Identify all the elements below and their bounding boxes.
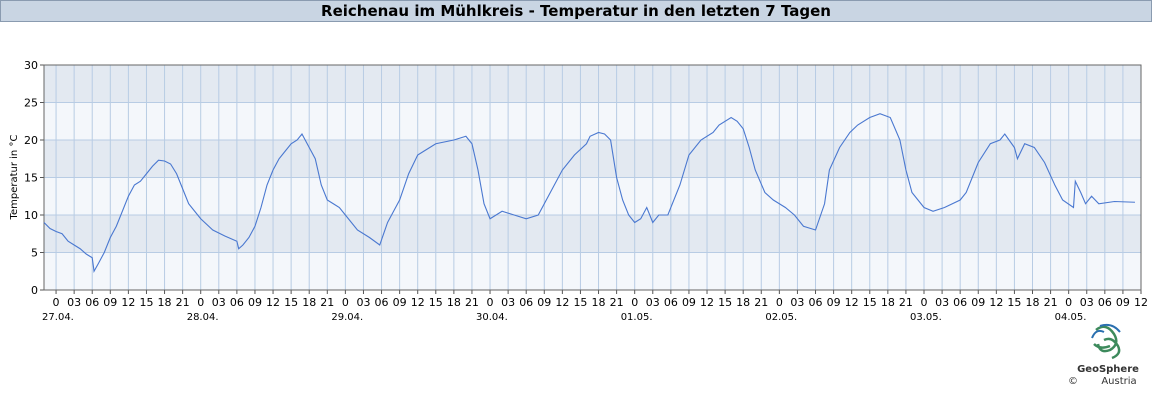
band xyxy=(44,65,1141,103)
x-tick-label: 18 xyxy=(736,296,750,309)
date-label: 04.05. xyxy=(1055,312,1087,323)
y-tick-label: 30 xyxy=(24,59,38,72)
x-tick-label: 06 xyxy=(230,296,244,309)
x-tick-label: 15 xyxy=(573,296,587,309)
x-tick-label: 12 xyxy=(700,296,714,309)
band xyxy=(44,215,1141,253)
x-tick-label: 03 xyxy=(790,296,804,309)
x-tick-label: 15 xyxy=(284,296,298,309)
x-tick-label: 21 xyxy=(899,296,913,309)
x-tick-label: 0 xyxy=(342,296,349,309)
x-tick-label: 0 xyxy=(776,296,783,309)
date-label: 27.04. xyxy=(42,312,74,323)
x-tick-label: 03 xyxy=(356,296,370,309)
x-tick-label: 12 xyxy=(411,296,425,309)
x-tick-label: 21 xyxy=(610,296,624,309)
x-tick-label: 15 xyxy=(429,296,443,309)
y-tick-label: 5 xyxy=(31,247,38,260)
x-tick-label: 18 xyxy=(447,296,461,309)
copyright: © xyxy=(1068,376,1078,387)
logo-icon xyxy=(1093,325,1121,360)
x-tick-label: 09 xyxy=(393,296,407,309)
x-tick-label: 09 xyxy=(682,296,696,309)
x-tick-label: 0 xyxy=(1065,296,1072,309)
x-tick-label: 18 xyxy=(158,296,172,309)
logo-icon xyxy=(1091,323,1121,339)
x-tick-label: 21 xyxy=(754,296,768,309)
y-tick-label: 0 xyxy=(31,284,38,297)
logo-name: GeoSphere xyxy=(1077,364,1139,375)
x-tick-label: 15 xyxy=(718,296,732,309)
x-tick-label: 06 xyxy=(664,296,678,309)
x-tick-label: 06 xyxy=(1098,296,1112,309)
plot-area: 0 03 06 09 12 15 18 21 0 03 06 09 12 15 18 21 0 03 06 09 12 1… xyxy=(24,59,1148,323)
x-tick-label: 03 xyxy=(935,296,949,309)
x-tick-label: 21 xyxy=(320,296,334,309)
date-label: 01.05. xyxy=(621,312,653,323)
y-tick-label: 25 xyxy=(24,97,38,110)
x-tick-label: 0 xyxy=(197,296,204,309)
x-tick-label: 09 xyxy=(827,296,841,309)
x-tick-label: 06 xyxy=(519,296,533,309)
y-tick-label: 10 xyxy=(24,209,38,222)
x-tick-label: 12 xyxy=(989,296,1003,309)
x-tick-label: 12 xyxy=(121,296,135,309)
x-tick-label: 0 xyxy=(921,296,928,309)
date-label: 03.05. xyxy=(910,312,942,323)
x-tick-label: 03 xyxy=(501,296,515,309)
date-label: 02.05. xyxy=(765,312,797,323)
x-tick-label: 06 xyxy=(953,296,967,309)
date-label: 30.04. xyxy=(476,312,508,323)
x-tick-label: 12 xyxy=(1134,296,1148,309)
x-tick-label: 18 xyxy=(592,296,606,309)
x-tick-label: 06 xyxy=(375,296,389,309)
x-tick-label: 15 xyxy=(1007,296,1021,309)
x-tick-label: 0 xyxy=(53,296,60,309)
x-tick-label: 09 xyxy=(248,296,262,309)
x-tick-label: 0 xyxy=(487,296,494,309)
y-tick-label: 15 xyxy=(24,172,38,185)
x-tick-label: 12 xyxy=(555,296,569,309)
logo: GeoSphere Austria © xyxy=(1068,323,1139,387)
x-tick-label: 09 xyxy=(103,296,117,309)
x-tick-label: 15 xyxy=(139,296,153,309)
plot-frame xyxy=(43,64,1142,291)
x-tick-label: 21 xyxy=(465,296,479,309)
y-tick-label: 20 xyxy=(24,134,38,147)
logo-subtitle: Austria xyxy=(1101,376,1136,387)
x-tick-label: 03 xyxy=(67,296,81,309)
date-label: 28.04. xyxy=(187,312,219,323)
x-tick-label: 21 xyxy=(1044,296,1058,309)
x-tick-label: 21 xyxy=(176,296,190,309)
x-tick-label: 06 xyxy=(85,296,99,309)
temperature-line xyxy=(43,113,1135,273)
x-tick-label: 09 xyxy=(1116,296,1130,309)
x-tick-label: 12 xyxy=(845,296,859,309)
x-tick-label: 06 xyxy=(809,296,823,309)
y-axis-label: Temperatur in °C xyxy=(9,135,20,221)
band xyxy=(44,140,1141,178)
x-tick-label: 18 xyxy=(302,296,316,309)
x-tick-label: 18 xyxy=(881,296,895,309)
x-tick-label: 18 xyxy=(1026,296,1040,309)
x-tick-label: 12 xyxy=(266,296,280,309)
date-label: 29.04. xyxy=(331,312,363,323)
x-tick-label: 0 xyxy=(631,296,638,309)
x-tick-label: 03 xyxy=(1080,296,1094,309)
x-tick-label: 03 xyxy=(646,296,660,309)
x-tick-label: 15 xyxy=(863,296,877,309)
x-tick-label: 03 xyxy=(212,296,226,309)
x-tick-label: 09 xyxy=(537,296,551,309)
chart-title: Reichenau im Mühlkreis - Temperatur in d… xyxy=(321,2,831,20)
x-tick-label: 09 xyxy=(971,296,985,309)
